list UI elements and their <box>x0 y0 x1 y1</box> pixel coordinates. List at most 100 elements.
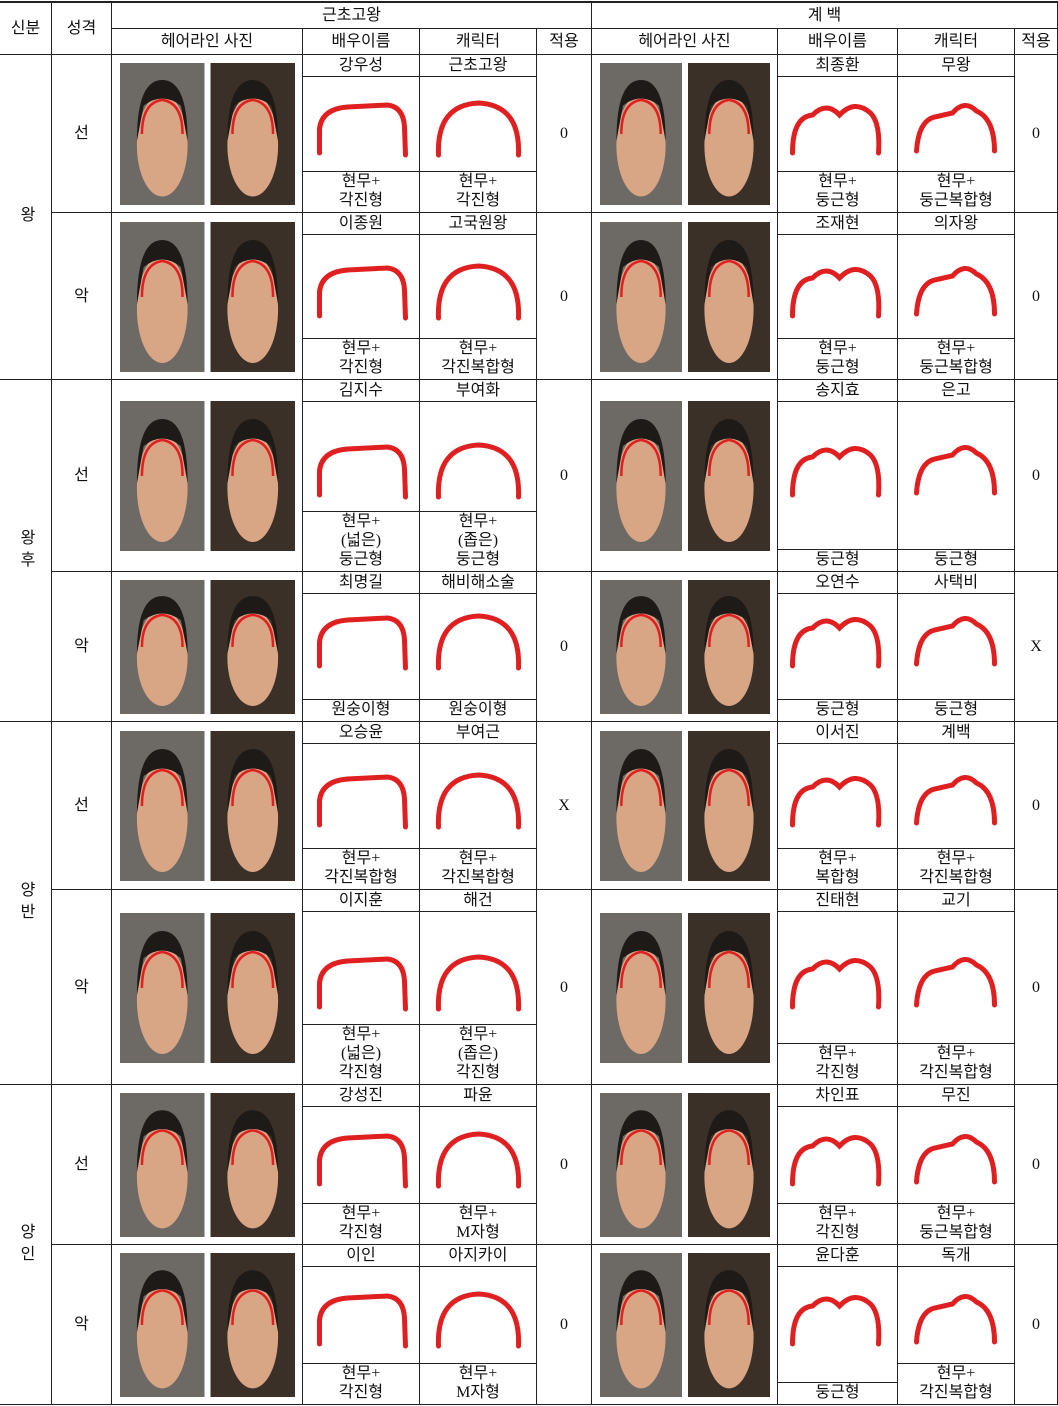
actor-name: 김지수 <box>303 380 419 402</box>
hairline-type: 둥근형 <box>778 549 897 571</box>
hairline-type: 둥근형 <box>898 699 1014 721</box>
hairline-curve <box>317 264 408 320</box>
photo-cell <box>592 213 778 380</box>
character-name: 은고 <box>898 380 1014 402</box>
hairline-type: 둥근형 <box>898 549 1014 571</box>
type-line: 각진복합형 <box>919 1064 993 1081</box>
hairline-photo <box>120 221 295 372</box>
hairline-type: 현무+ 각진형 <box>778 1203 897 1244</box>
type-line: 둥근형 <box>933 701 979 718</box>
hairline-curve <box>435 772 522 830</box>
trait-cell: 선 <box>52 722 112 890</box>
hairline-curve <box>914 103 997 154</box>
actor-name: 조재현 <box>778 213 897 235</box>
photo-cell <box>112 890 303 1085</box>
column-header: 배우이름 <box>303 29 420 55</box>
type-line: 현무+ <box>936 1365 976 1382</box>
type-line: 각진복합형 <box>441 359 515 376</box>
type-line: 현무+ <box>936 340 976 357</box>
character-name: 독개 <box>898 1245 1014 1267</box>
hairline-curve <box>317 444 408 500</box>
hairline-curve <box>435 100 522 158</box>
type-line: 각진형 <box>815 1064 860 1081</box>
status-cell: 양반 <box>0 722 52 1085</box>
hairline-curve <box>914 445 997 496</box>
character-name: 파윤 <box>420 1085 536 1107</box>
hairline-photo <box>600 1253 770 1397</box>
photo-cell <box>112 1245 303 1405</box>
photo-cell <box>112 213 303 380</box>
status-cell: 양인 <box>0 1085 52 1405</box>
photo-cell <box>592 1085 778 1245</box>
hairline-type: 현무+ M자형 <box>420 1203 536 1244</box>
actor-name: 송지효 <box>778 380 897 402</box>
apply-cell: 0 <box>537 1085 592 1245</box>
hairline-type: 현무+ (넓은) 둥근형 <box>303 511 419 571</box>
type-line: 복합형 <box>815 869 860 886</box>
hairline-type: 현무+ 각진형 <box>778 1043 897 1084</box>
photo-cell <box>592 55 778 213</box>
hairline-type: 현무+ 각진형 <box>303 338 419 379</box>
trait-cell: 악 <box>52 572 112 722</box>
hairline-type: 원숭이형 <box>303 699 419 721</box>
actor-name: 최명길 <box>303 572 419 594</box>
name-cell: 조재현 현무+ 둥근형 <box>778 213 898 380</box>
character-name: 해비해소술 <box>420 572 536 594</box>
apply-cell: X <box>1015 572 1058 722</box>
column-header: 적용 <box>1015 29 1058 55</box>
actor-name: 이서진 <box>778 722 897 744</box>
status-cell: 왕 <box>0 55 52 380</box>
actor-name: 강성진 <box>303 1085 419 1107</box>
type-line: 현무+ <box>458 513 498 530</box>
type-line: 현무+ <box>936 850 976 867</box>
character-name: 계백 <box>898 722 1014 744</box>
actor-name: 진태현 <box>778 890 897 912</box>
photo-cell <box>112 55 303 213</box>
hairline-photo <box>120 63 295 205</box>
actor-name: 이인 <box>303 1245 419 1267</box>
type-line: 둥근형 <box>338 551 384 568</box>
name-cell: 부여근 현무+ 각진복합형 <box>420 722 537 890</box>
type-line: 현무+ <box>458 1205 498 1222</box>
hairline-type: 둥근형 <box>778 699 897 721</box>
type-line: 현무+ <box>341 1365 381 1382</box>
hairline-curve <box>435 1291 522 1349</box>
hairline-photo <box>600 1093 770 1237</box>
trait-cell: 선 <box>52 1085 112 1245</box>
photo-cell <box>592 890 778 1085</box>
type-line: 각진복합형 <box>919 1384 993 1401</box>
type-line: 원숭이형 <box>448 701 508 718</box>
hairline-type: 현무+ (좁은) 각진형 <box>420 1024 536 1084</box>
header-cell: 성격 <box>52 3 112 55</box>
hairline-curve <box>790 617 882 669</box>
hairline-curve <box>914 1294 997 1345</box>
photo-cell <box>112 1085 303 1245</box>
type-line: 현무+ <box>818 1205 857 1222</box>
type-line: 각진형 <box>338 1224 384 1241</box>
hairline-curve <box>317 102 408 158</box>
type-line: 둥근복합형 <box>919 1224 993 1241</box>
hairline-curve <box>317 1133 408 1189</box>
type-line: 현무+ <box>818 1045 857 1062</box>
actor-name: 오연수 <box>778 572 897 594</box>
character-name: 고국원왕 <box>420 213 536 235</box>
hairline-photo <box>600 731 770 881</box>
character-name: 사택비 <box>898 572 1014 594</box>
hairline-type: 현무+ 각진형 <box>303 1363 419 1404</box>
hairline-curve <box>435 442 522 500</box>
type-line: 각진복합형 <box>919 869 993 886</box>
hairline-type: 현무+ (좁은) 둥근형 <box>420 511 536 571</box>
hairline-type: 현무+ 각진복합형 <box>898 1363 1014 1404</box>
apply-cell: 0 <box>537 380 592 572</box>
apply-cell: 0 <box>1015 380 1058 572</box>
name-cell: 윤다훈 둥근형 <box>778 1245 898 1405</box>
hairline-curve <box>790 446 882 498</box>
hairline-type: 현무+ 각진형 <box>303 171 419 212</box>
type-line: 현무+ <box>341 340 381 357</box>
hairline-type: 현무+ 둥근복합형 <box>898 1203 1014 1244</box>
hairline-photo <box>120 1093 295 1237</box>
